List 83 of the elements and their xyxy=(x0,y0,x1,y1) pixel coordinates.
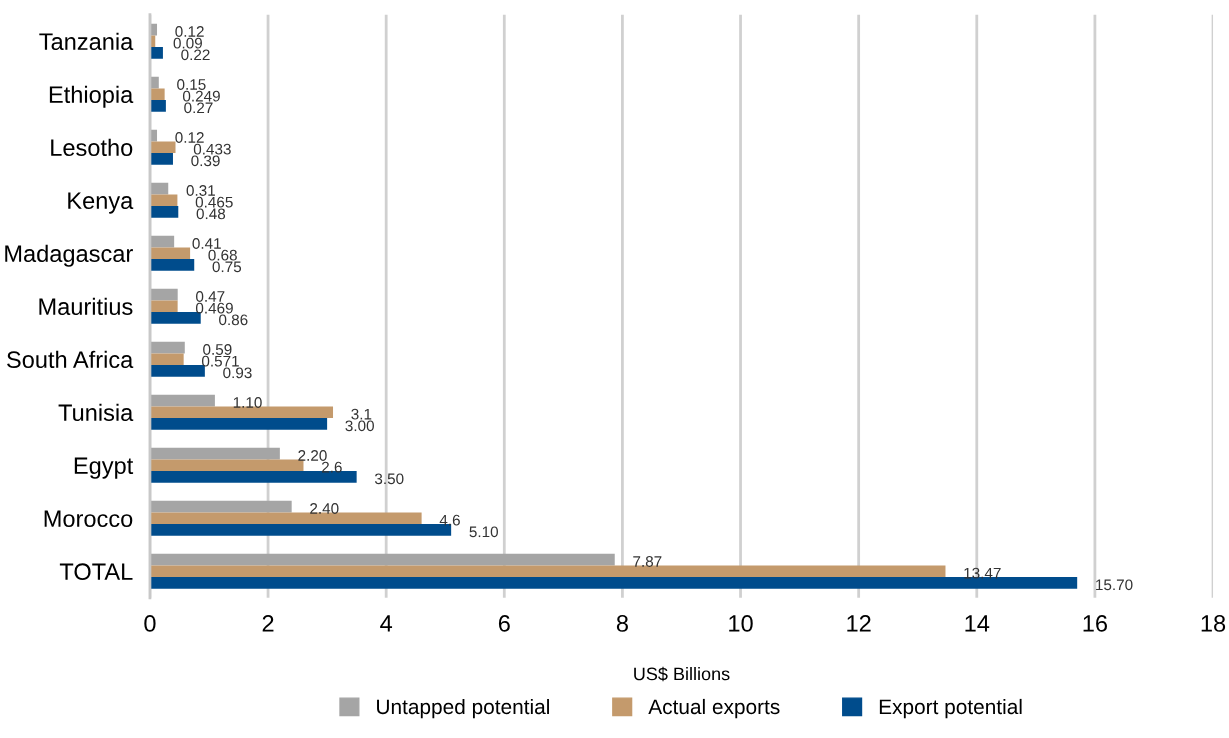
y-tick-label: TOTAL xyxy=(59,563,133,581)
data-label: 0.12 xyxy=(175,26,204,37)
bar xyxy=(149,353,184,366)
data-label: 0.465 xyxy=(195,196,233,208)
x-tick-label: 14 xyxy=(965,615,990,632)
x-tick-label: 6 xyxy=(498,615,510,632)
bar xyxy=(149,418,328,430)
data-label: 0.59 xyxy=(203,344,232,355)
bar xyxy=(149,288,178,301)
bar xyxy=(149,524,452,536)
bar xyxy=(149,153,173,165)
y-tick-label: South Africa xyxy=(7,350,134,369)
bar xyxy=(149,206,179,218)
bar xyxy=(149,553,615,566)
data-label: 0.27 xyxy=(184,102,213,114)
data-label: 0.12 xyxy=(175,132,204,143)
data-label: 0.41 xyxy=(192,238,221,249)
bar xyxy=(149,565,946,578)
data-label: 2.20 xyxy=(298,450,327,461)
bar xyxy=(149,300,178,313)
bar xyxy=(149,447,280,460)
data-label: 3.00 xyxy=(345,420,374,432)
data-label: 0.93 xyxy=(223,367,252,379)
bar xyxy=(149,100,166,112)
bar xyxy=(149,235,175,248)
y-tick-label: Tunisia xyxy=(58,403,134,422)
bar xyxy=(149,141,176,154)
data-label: 0.571 xyxy=(201,355,239,367)
bar xyxy=(149,194,178,207)
data-label: 13.47 xyxy=(964,567,1001,579)
data-label: 0.75 xyxy=(212,261,242,273)
data-label: 5.10 xyxy=(469,526,498,538)
y-tick-label: Morocco xyxy=(44,510,133,528)
bar xyxy=(149,512,422,525)
data-label: 1.10 xyxy=(233,397,262,408)
data-label: 3.50 xyxy=(374,473,404,485)
data-label: 0.09 xyxy=(173,37,202,49)
legend-label: Export potential xyxy=(879,698,1022,719)
y-tick-label: Tanzania xyxy=(39,32,134,51)
bar xyxy=(149,247,191,260)
data-label: 0.433 xyxy=(193,143,231,155)
y-tick-label: Madagascar xyxy=(5,244,133,267)
x-tick-label: 0 xyxy=(144,615,156,632)
bar xyxy=(149,394,215,407)
x-axis-title: US$ Billions xyxy=(634,666,730,682)
data-label: 0.31 xyxy=(186,185,215,196)
bar xyxy=(149,471,357,483)
data-label: 0.68 xyxy=(208,249,237,261)
x-tick-label: 10 xyxy=(729,615,753,632)
data-label: 0.48 xyxy=(196,208,226,220)
data-label: 2.6 xyxy=(321,461,342,473)
x-tick-label: 8 xyxy=(616,615,628,632)
y-tick-label: Mauritius xyxy=(39,297,133,316)
x-tick-label: 2 xyxy=(262,615,274,632)
data-label: 4.6 xyxy=(439,514,460,526)
data-label: 3.1 xyxy=(351,408,372,420)
data-label: 0.86 xyxy=(219,314,248,326)
legend-label: Untapped potential xyxy=(377,698,549,719)
bar xyxy=(149,406,334,419)
data-label: 0.39 xyxy=(191,155,220,167)
bar xyxy=(149,341,185,354)
data-label: 0.249 xyxy=(182,90,220,102)
data-label: 0.22 xyxy=(181,49,210,61)
data-label: 15.70 xyxy=(1096,579,1133,591)
legend-label: Actual exports xyxy=(648,698,780,719)
y-tick-label: Lesotho xyxy=(51,138,133,157)
data-label: 0.469 xyxy=(195,302,233,314)
data-label: 7.87 xyxy=(633,556,662,567)
x-tick-label: 18 xyxy=(1201,615,1226,632)
x-tick-label: 4 xyxy=(380,615,393,632)
bar xyxy=(149,88,165,101)
y-tick-label: Kenya xyxy=(68,192,134,214)
y-tick-label: Ethiopia xyxy=(49,85,134,108)
data-label: 0.47 xyxy=(196,291,225,302)
bar xyxy=(149,259,195,271)
y-tick-label: Egypt xyxy=(74,457,134,479)
bar xyxy=(149,500,292,513)
x-tick-label: 16 xyxy=(1083,615,1107,632)
bar xyxy=(149,577,1078,589)
data-label: 2.40 xyxy=(310,503,339,514)
bar xyxy=(149,47,163,59)
data-label: 0.15 xyxy=(177,79,206,90)
x-tick-label: 12 xyxy=(847,615,871,632)
